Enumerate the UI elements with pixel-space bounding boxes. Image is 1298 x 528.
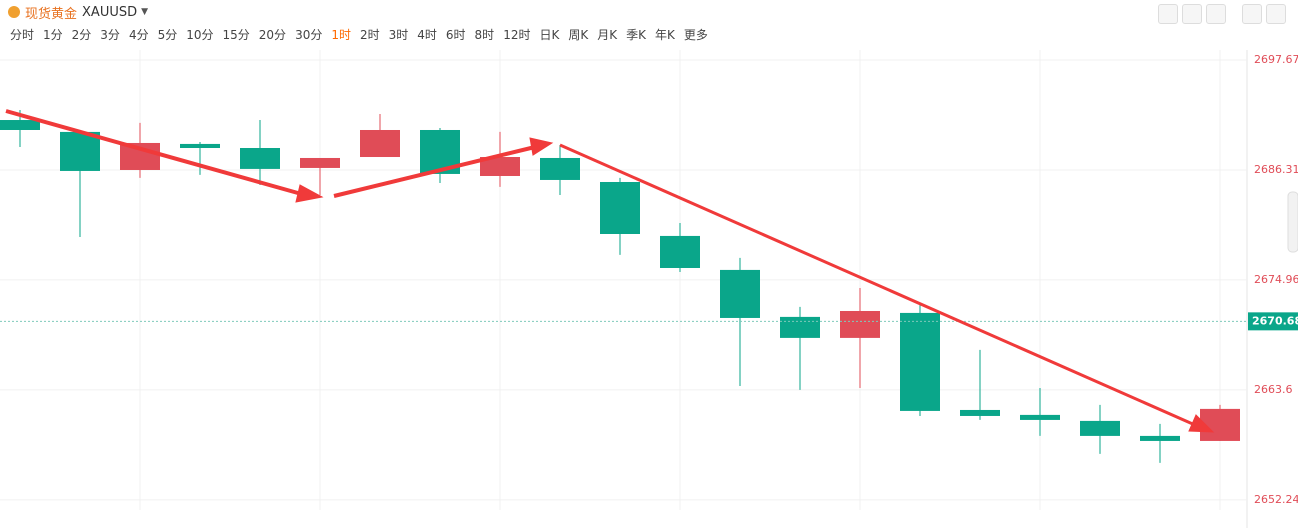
candle-body [480,157,520,176]
timeframe-tab[interactable]: 30分 [295,28,323,42]
candle-body [1200,408,1240,441]
current-price-label: 2670.68 [1252,314,1298,327]
timeframe-tab[interactable]: 1分 [43,28,63,42]
arrow [333,145,536,198]
candle-body [180,143,220,149]
candle-body [360,129,400,158]
timeframe-tab[interactable]: 年K [654,28,675,42]
arrow-head [295,184,324,203]
candle-body [1080,420,1120,436]
y-tick-label: 2674.96 [1254,273,1298,286]
current-price-tag [1248,312,1298,331]
timeframe-tab[interactable]: 10分 [186,28,214,42]
timeframe-tab[interactable]: 2分 [71,28,92,42]
timeframe-tab[interactable]: 12时 [503,28,531,42]
timeframe-tab[interactable]: 日K [539,28,560,42]
arrow-head [1188,414,1215,433]
tool-button[interactable] [1206,4,1226,24]
timeframe-tab[interactable]: 3分 [100,28,120,42]
y-tick-label: 2663.6 [1254,383,1293,396]
timeframe-tab[interactable]: 更多 [683,28,708,42]
candle-body [660,235,700,268]
timeframe-tab[interactable]: 分时 [10,28,35,42]
timeframe-tab[interactable]: 周K [568,28,589,42]
timeframe-tab[interactable]: 4时 [417,28,437,42]
timeframe-tab[interactable]: 1时 [331,28,351,42]
timeframe-tab[interactable]: 月K [597,28,618,42]
arrow [559,143,1196,427]
tool-button[interactable] [1242,4,1262,24]
arrow-head [529,137,554,156]
symbol-header[interactable]: 现货黄金 XAUUSD ▼ [8,2,148,22]
timeframe-tab[interactable]: 20分 [258,28,287,42]
candle-body [900,312,940,411]
side-handle[interactable] [1287,191,1298,253]
candle-body [1140,435,1180,441]
timeframe-tab[interactable]: 5分 [157,28,178,42]
timeframe-tab[interactable]: 3时 [388,28,409,42]
candle-body [300,157,340,168]
dropdown-caret[interactable]: ▼ [141,7,149,17]
candle-body [600,181,640,234]
y-tick-label: 2652.24 [1254,493,1298,506]
close-button[interactable] [1266,4,1286,24]
candle-body [240,148,280,169]
candle-body [0,120,40,130]
timeframe-tabs: 分时 1分 2分 3分 4分 5分 10分 15分 20分 30分 1时 2时 3时 4时 6时 8时 12时日… [10,26,708,43]
timeframe-tab[interactable]: 2时 [359,28,380,42]
plot: 2652.24 2663.6 2674.96 2686.31 2697.67 2670.6… [0,50,1298,510]
timeframe-tab[interactable]: 6时 [445,28,466,42]
candle-body [60,131,100,171]
tool-button[interactable] [1158,4,1178,24]
toolbar [1158,4,1286,24]
candle-body [780,316,820,338]
candle-body [720,269,760,318]
y-tick-label: 2686.31 [1254,163,1298,176]
candle-body [960,409,1000,416]
instrument-symbol: XAUUSD [82,4,138,20]
candle-body [540,157,580,180]
y-tick-label: 2697.67 [1254,53,1298,66]
candle-body [1020,414,1060,420]
trend-arrows [5,109,1215,433]
gold-icon [8,6,20,18]
timeframe-tab[interactable]: 15分 [222,28,250,42]
arrow [5,109,306,197]
timeframe-tab[interactable]: 季K [626,28,646,42]
candle-body [840,310,880,338]
timeframe-tab[interactable]: 8时 [474,28,495,42]
timeframe-tab[interactable]: 4分 [128,28,149,42]
instrument-name: 现货黄金 [25,6,78,22]
tool-button[interactable] [1182,4,1202,24]
